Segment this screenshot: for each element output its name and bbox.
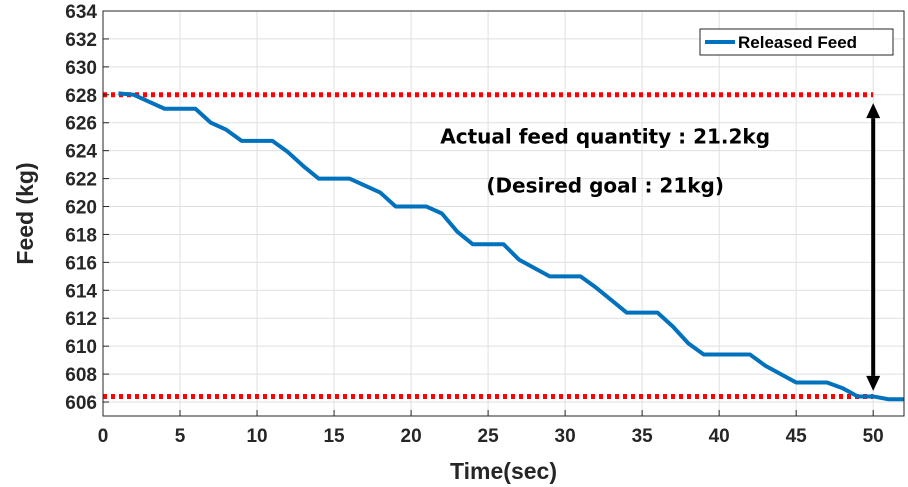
y-tick-label: 624 bbox=[65, 142, 97, 163]
legend: Released Feed bbox=[699, 28, 894, 56]
x-tick-label: 0 bbox=[98, 426, 109, 447]
x-tick-label: 10 bbox=[246, 426, 267, 447]
x-tick-label: 15 bbox=[323, 426, 345, 447]
series-line-released-feed bbox=[118, 91, 904, 402]
x-tick-label: 30 bbox=[555, 426, 576, 447]
y-tick-label: 632 bbox=[65, 30, 97, 51]
series-layer bbox=[118, 91, 904, 402]
y-tick-label: 620 bbox=[65, 198, 97, 219]
x-tick-label: 45 bbox=[786, 426, 808, 447]
x-tick-label: 25 bbox=[478, 426, 500, 447]
y-tick-label: 612 bbox=[65, 309, 97, 330]
y-tick-label: 634 bbox=[65, 2, 97, 23]
quantity-arrow bbox=[866, 103, 881, 391]
x-tick-label: 20 bbox=[401, 426, 422, 447]
x-axis-ticks: 0 5 10 15 20 25 30 35 40 45 50 bbox=[98, 410, 884, 447]
y-tick-label: 622 bbox=[65, 170, 97, 191]
y-tick-label: 618 bbox=[65, 225, 97, 246]
y-axis-title: Feed (kg) bbox=[12, 162, 38, 264]
x-tick-label: 35 bbox=[632, 426, 654, 447]
y-axis-ticks: 606 608 610 612 614 616 618 620 622 624 626 628 630 6… bbox=[65, 2, 109, 414]
annotation-text: (Desired goal : 21kg) bbox=[486, 174, 724, 198]
x-tick-label: 5 bbox=[175, 426, 186, 447]
y-tick-label: 610 bbox=[65, 337, 97, 358]
annotation-text: Actual feed quantity : 21.2kg bbox=[440, 125, 770, 149]
x-axis-title: Time(sec) bbox=[450, 458, 557, 484]
y-tick-label: 608 bbox=[65, 365, 97, 386]
y-tick-label: 616 bbox=[65, 253, 97, 274]
y-tick-label: 626 bbox=[65, 114, 97, 135]
arrow-head-bottom bbox=[866, 375, 881, 391]
arrow-head-top bbox=[866, 103, 881, 119]
x-tick-label: 40 bbox=[709, 426, 730, 447]
y-tick-label: 606 bbox=[65, 393, 97, 414]
legend-label-released-feed: Released Feed bbox=[738, 33, 857, 52]
x-tick-label: 50 bbox=[863, 426, 884, 447]
reference-lines bbox=[103, 92, 874, 399]
plot-frame bbox=[102, 10, 905, 417]
annotation-layer: Actual feed quantity : 21.2kg (Desired go… bbox=[440, 125, 770, 198]
y-tick-label: 628 bbox=[65, 86, 97, 107]
plot-area bbox=[103, 11, 904, 416]
y-tick-label: 614 bbox=[65, 281, 97, 302]
y-tick-label: 630 bbox=[65, 58, 97, 79]
